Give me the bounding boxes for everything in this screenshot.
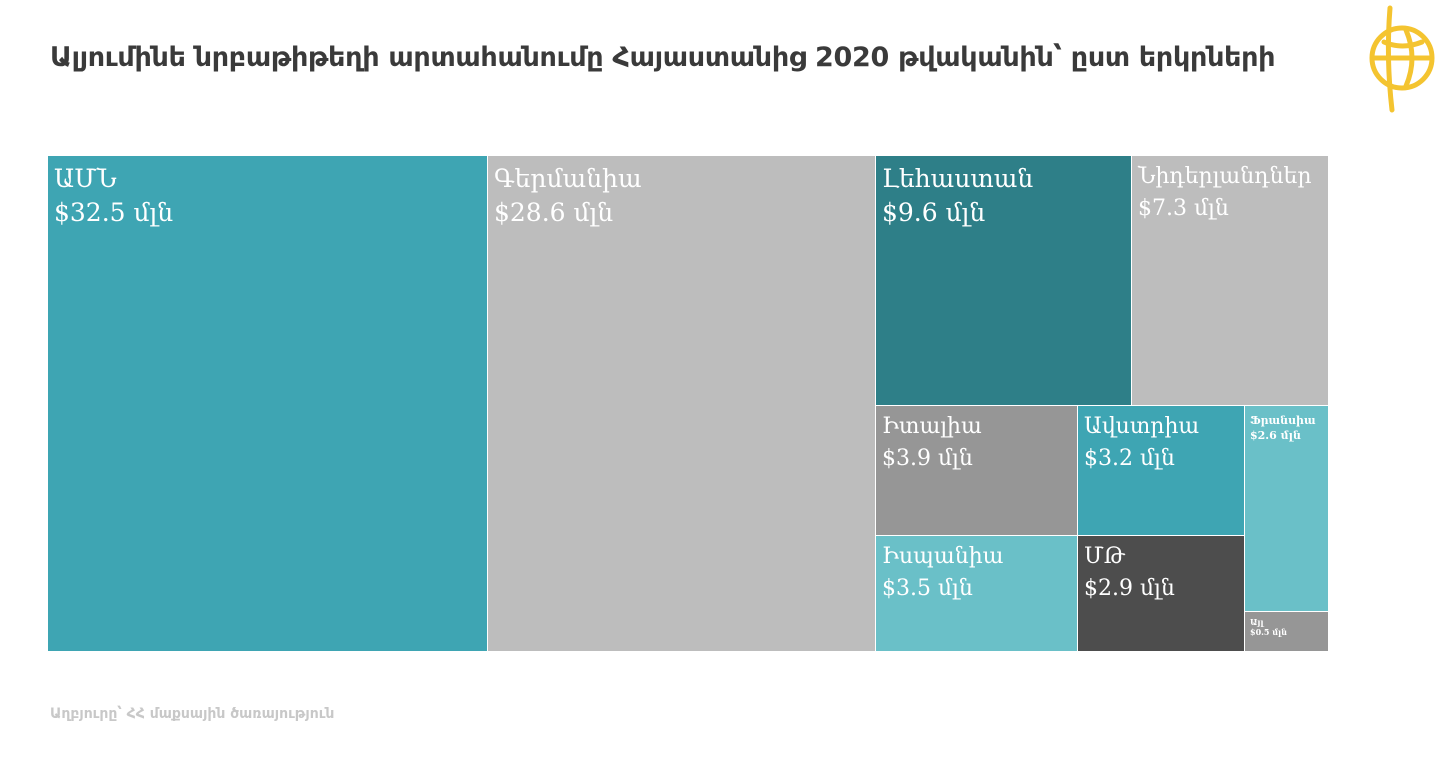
cell-name-other: Այլ bbox=[1250, 617, 1264, 627]
treemap-cell-poland: Լեհաստան $9.6 մլն bbox=[876, 156, 1132, 406]
cell-value-poland: $9.6 մլն bbox=[882, 198, 986, 227]
cell-name-italy: Իտալիա bbox=[882, 414, 982, 439]
cell-value-germany: $28.6 մլն bbox=[494, 198, 614, 227]
cell-name-netherlands: Նիդերլանդներ bbox=[1138, 164, 1312, 189]
treemap-cell-italy: Իտալիա $3.9 մլն bbox=[876, 406, 1078, 536]
globe-logo-icon bbox=[1369, 5, 1435, 113]
cell-name-germany: Գերմանիա bbox=[494, 164, 642, 193]
treemap-cell-netherlands: Նիդերլանդներ $7.3 մլն bbox=[1132, 156, 1329, 406]
cell-name-spain: Իսպանիա bbox=[882, 544, 1004, 569]
treemap-cell-spain: Իսպանիա $3.5 մլն bbox=[876, 536, 1078, 652]
treemap-cell-austria: Ավստրիա $3.2 մլն bbox=[1078, 406, 1245, 536]
cell-value-spain: $3.5 մլն bbox=[882, 576, 973, 602]
cell-name-poland: Լեհաստան bbox=[882, 164, 1034, 193]
treemap-cell-uk: ՄԹ $2.9 մլն bbox=[1078, 536, 1245, 652]
source-note: Աղբյուրը՝ ՀՀ մաքսային ծառայություն bbox=[50, 706, 335, 722]
cell-name-france: Ֆրանսիա bbox=[1250, 414, 1316, 427]
cell-name-austria: Ավստրիա bbox=[1084, 414, 1200, 439]
cell-value-austria: $3.2 մլն bbox=[1084, 446, 1175, 472]
treemap-cell-usa: ԱՄՆ $32.5 մլն bbox=[48, 156, 488, 652]
cell-value-france: $2.6 մլն bbox=[1250, 429, 1301, 443]
cell-name-usa: ԱՄՆ bbox=[54, 164, 117, 193]
chart-title: Ալյումինե նրբաթիթեղի արտահանումը Հայաստա… bbox=[50, 42, 1276, 73]
cell-name-uk: ՄԹ bbox=[1084, 544, 1126, 569]
cell-value-uk: $2.9 մլն bbox=[1084, 576, 1175, 602]
treemap-cell-germany: Գերմանիա $28.6 մլն bbox=[488, 156, 876, 652]
cell-value-usa: $32.5 մլն bbox=[54, 198, 174, 227]
cell-value-italy: $3.9 մլն bbox=[882, 446, 973, 472]
treemap-cell-other: Այլ $0.5 մլն bbox=[1245, 612, 1329, 652]
treemap: ԱՄՆ $32.5 մլն Գերմանիա $28.6 մլն Լեհաստա… bbox=[48, 156, 1329, 652]
cell-value-netherlands: $7.3 մլն bbox=[1138, 196, 1229, 222]
cell-value-other: $0.5 մլն bbox=[1250, 626, 1287, 637]
treemap-cell-france: Ֆրանսիա $2.6 մլն bbox=[1245, 406, 1329, 612]
